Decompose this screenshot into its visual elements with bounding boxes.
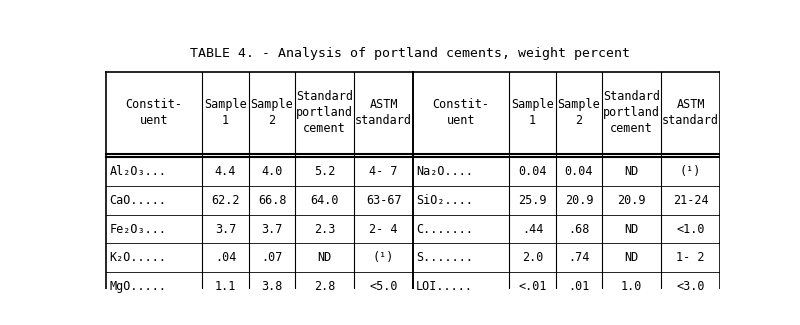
Text: Sample
1: Sample 1 [511,98,554,127]
Text: .44: .44 [522,223,543,236]
Text: 1.1: 1.1 [215,280,236,293]
Text: Standard
portland
cement: Standard portland cement [296,90,354,135]
Text: 1- 2: 1- 2 [676,251,705,264]
Text: 4- 7: 4- 7 [370,165,398,178]
Text: ND: ND [625,223,638,236]
Text: Sample
2: Sample 2 [250,98,294,127]
Text: Sample
2: Sample 2 [558,98,600,127]
Text: CaO.....: CaO..... [110,194,166,207]
Text: <1.0: <1.0 [676,223,705,236]
Text: 2.8: 2.8 [314,280,335,293]
Text: 4.0: 4.0 [262,165,282,178]
Text: .04: .04 [215,251,236,264]
Text: MgO.....: MgO..... [110,280,166,293]
Text: 3.8: 3.8 [262,280,282,293]
Text: 0.04: 0.04 [518,165,546,178]
Text: TABLE 4. - Analysis of portland cements, weight percent: TABLE 4. - Analysis of portland cements,… [190,46,630,59]
Text: Constit-
uent: Constit- uent [433,98,490,127]
Text: 5.2: 5.2 [314,165,335,178]
Text: 20.9: 20.9 [618,194,646,207]
Text: (¹): (¹) [680,165,702,178]
Text: ASTM
standard: ASTM standard [662,98,719,127]
Text: .01: .01 [568,280,590,293]
Text: Na₂O....: Na₂O.... [416,165,474,178]
Text: K₂O.....: K₂O..... [110,251,166,264]
Text: Standard
portland
cement: Standard portland cement [603,90,660,135]
Text: 66.8: 66.8 [258,194,286,207]
Text: 2.0: 2.0 [522,251,543,264]
Text: 25.9: 25.9 [518,194,546,207]
Text: .07: .07 [262,251,282,264]
Text: ND: ND [625,165,638,178]
Text: C.......: C....... [416,223,474,236]
Text: <3.0: <3.0 [676,280,705,293]
Text: (¹): (¹) [373,251,394,264]
Text: <.01: <.01 [518,280,546,293]
Text: 64.0: 64.0 [310,194,339,207]
Text: S.......: S....... [416,251,474,264]
Text: ND: ND [625,251,638,264]
Text: .74: .74 [568,251,590,264]
Text: 20.9: 20.9 [565,194,594,207]
Text: SiO₂....: SiO₂.... [416,194,474,207]
Text: Constit-
uent: Constit- uent [126,98,182,127]
Text: .68: .68 [568,223,590,236]
Text: 2- 4: 2- 4 [370,223,398,236]
Text: 21-24: 21-24 [673,194,708,207]
Text: Sample
1: Sample 1 [204,98,247,127]
Text: 1.0: 1.0 [621,280,642,293]
Text: 2.3: 2.3 [314,223,335,236]
Text: Fe₂O₃...: Fe₂O₃... [110,223,166,236]
Text: 3.7: 3.7 [215,223,236,236]
Text: 3.7: 3.7 [262,223,282,236]
Text: 62.2: 62.2 [211,194,240,207]
Text: LOI.....: LOI..... [416,280,474,293]
Text: 0.04: 0.04 [565,165,594,178]
Text: <5.0: <5.0 [370,280,398,293]
Text: 4.4: 4.4 [215,165,236,178]
Text: ASTM
standard: ASTM standard [355,98,412,127]
Text: 63-67: 63-67 [366,194,402,207]
Text: ND: ND [318,251,332,264]
Text: Al₂O₃...: Al₂O₃... [110,165,166,178]
